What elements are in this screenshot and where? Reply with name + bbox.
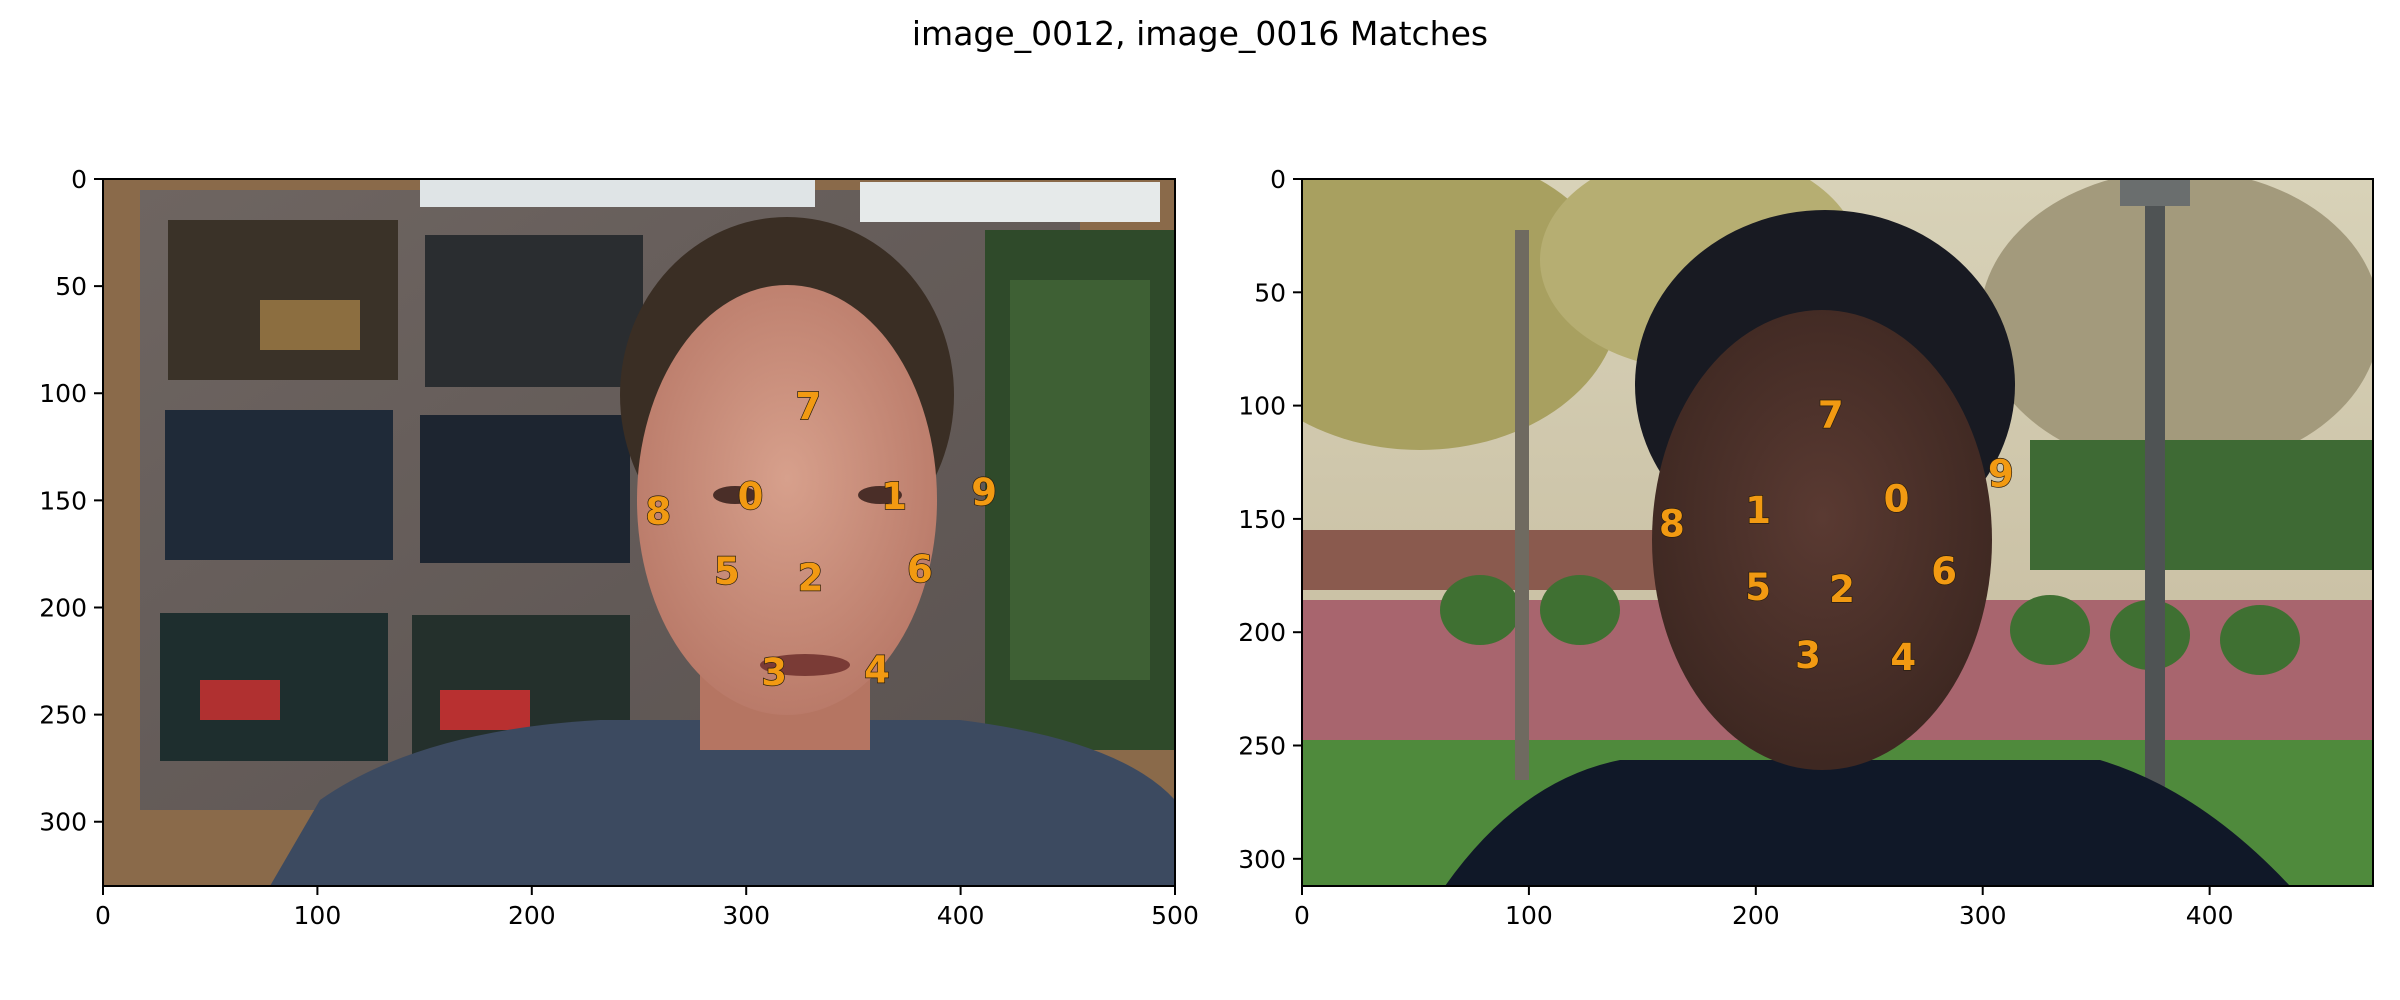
y-tick-label: 200 (39, 593, 87, 622)
keypoint-label-left-6: 6 (907, 548, 933, 591)
x-tick-label: 500 (1151, 901, 1199, 930)
x-tick-label: 400 (2186, 901, 2234, 930)
keypoint-label-right-4: 4 (1890, 636, 1916, 679)
y-tick-label: 300 (39, 808, 87, 837)
y-tick-label: 50 (1254, 278, 1286, 307)
y-tick-label: 200 (1238, 618, 1286, 647)
keypoint-label-right-7: 7 (1818, 394, 1844, 437)
keypoint-label-right-3: 3 (1795, 634, 1821, 677)
y-tick-label: 150 (39, 486, 87, 515)
keypoint-label-right-1: 1 (1745, 489, 1771, 532)
keypoint-label-left-8: 8 (645, 490, 671, 533)
keypoint-label-left-4: 4 (864, 649, 890, 692)
keypoint-label-left-2: 2 (798, 556, 824, 599)
y-tick-label: 100 (1238, 392, 1286, 421)
keypoint-label-right-9: 9 (1988, 453, 2014, 496)
x-tick-label: 300 (1959, 901, 2007, 930)
keypoint-label-right-5: 5 (1745, 566, 1771, 609)
keypoint-label-left-3: 3 (761, 651, 787, 694)
y-tick-label: 250 (39, 701, 87, 730)
y-tick-label: 50 (55, 272, 87, 301)
x-tick-label: 300 (722, 901, 770, 930)
y-tick-label: 0 (1270, 165, 1286, 194)
figure-title: image_0012, image_0016 Matches (911, 14, 1489, 53)
y-tick-label: 300 (1238, 845, 1286, 874)
x-tick-label: 200 (508, 901, 556, 930)
y-tick-label: 0 (71, 165, 87, 194)
photo-image-0012 (103, 179, 1175, 886)
keypoint-label-left-1: 1 (881, 475, 907, 518)
x-tick-label: 200 (1732, 901, 1780, 930)
y-tick-label: 100 (39, 379, 87, 408)
x-tick-label: 400 (937, 901, 985, 930)
keypoint-label-right-0: 0 (1884, 478, 1910, 521)
axes-frame-right (1301, 178, 2374, 887)
x-tick-label: 0 (1294, 901, 1310, 930)
keypoint-label-right-2: 2 (1829, 568, 1855, 611)
x-tick-label: 100 (294, 901, 342, 930)
axes-frame-left (102, 178, 1176, 887)
x-tick-label: 0 (95, 901, 111, 930)
keypoint-label-right-8: 8 (1659, 502, 1685, 545)
x-tick-label: 100 (1505, 901, 1553, 930)
keypoint-label-left-0: 0 (738, 475, 764, 518)
y-tick-label: 250 (1238, 732, 1286, 761)
y-tick-label: 150 (1238, 505, 1286, 534)
keypoint-label-left-7: 7 (796, 385, 822, 428)
keypoint-label-right-6: 6 (1931, 550, 1957, 593)
photo-image-0016 (1302, 179, 2373, 886)
keypoint-label-left-5: 5 (714, 550, 740, 593)
keypoint-label-left-9: 9 (971, 471, 997, 514)
